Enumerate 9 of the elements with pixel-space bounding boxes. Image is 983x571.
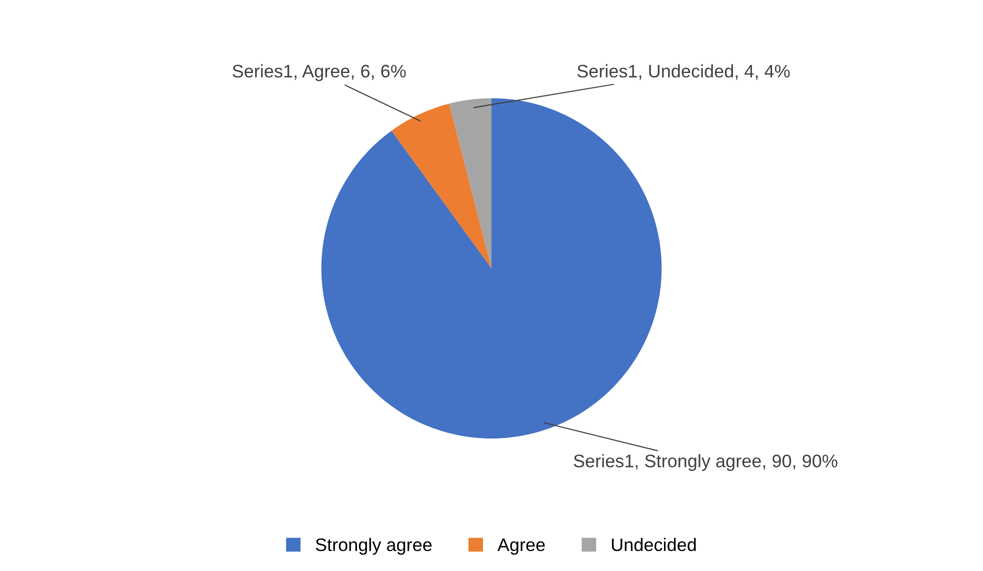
pie-slice xyxy=(321,98,662,438)
data-label: Series1, Strongly agree, 90, 90% xyxy=(574,454,838,471)
legend-label: Strongly agree xyxy=(316,538,432,555)
legend-label: Undecided xyxy=(612,538,696,552)
pie-slice xyxy=(449,98,492,268)
pie-slice xyxy=(391,104,492,268)
legend-label: Agree xyxy=(497,538,545,555)
data-label: Series1, Agree, 6, 6% xyxy=(232,64,406,82)
data-label: Series1, Undecided, 4, 4% xyxy=(577,64,790,80)
